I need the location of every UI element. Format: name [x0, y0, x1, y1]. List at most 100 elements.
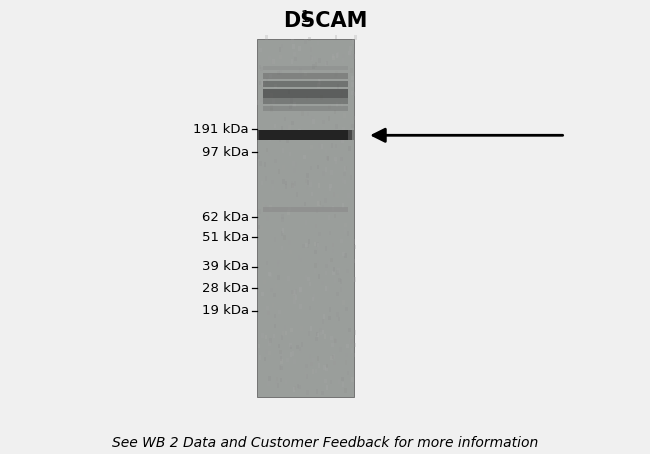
Bar — [353, 258, 356, 263]
Bar — [305, 220, 307, 225]
Bar — [342, 178, 345, 183]
Bar — [296, 192, 298, 197]
Bar — [338, 278, 341, 282]
Text: DSCAM: DSCAM — [283, 11, 367, 31]
Bar — [354, 245, 356, 249]
Bar — [281, 148, 284, 153]
Bar — [280, 356, 282, 361]
Bar — [309, 183, 311, 187]
Bar — [282, 331, 284, 336]
Bar — [292, 161, 294, 166]
Bar — [318, 59, 321, 63]
Bar — [319, 327, 322, 332]
Bar — [340, 287, 343, 291]
Bar — [306, 173, 309, 178]
Bar — [309, 354, 311, 359]
Bar — [266, 306, 269, 310]
Bar — [263, 280, 266, 284]
Bar — [268, 152, 270, 156]
Bar — [305, 179, 307, 183]
Bar — [353, 92, 355, 96]
Bar — [310, 55, 313, 59]
Bar — [342, 59, 345, 63]
Bar — [284, 326, 286, 330]
Bar — [291, 328, 293, 332]
Bar — [307, 112, 309, 116]
Bar — [289, 240, 291, 245]
Bar — [343, 113, 346, 118]
Bar — [268, 56, 270, 60]
Bar — [341, 239, 343, 243]
Bar — [345, 360, 348, 365]
Bar — [289, 345, 292, 349]
Bar — [332, 355, 334, 359]
Bar — [312, 297, 315, 301]
Bar — [308, 331, 311, 336]
Bar — [264, 163, 266, 167]
Bar — [281, 126, 283, 130]
Bar — [352, 39, 354, 44]
Bar — [263, 80, 348, 87]
Bar — [304, 39, 307, 44]
Bar — [341, 376, 344, 381]
Text: 62 kDa: 62 kDa — [202, 211, 249, 223]
Bar — [322, 205, 324, 210]
Text: 97 kDa: 97 kDa — [202, 146, 249, 158]
Bar — [307, 239, 310, 244]
Bar — [266, 148, 268, 152]
Bar — [330, 183, 332, 188]
Text: 51 kDa: 51 kDa — [202, 231, 249, 244]
Bar — [300, 326, 303, 331]
Bar — [318, 232, 321, 237]
Bar — [312, 369, 314, 374]
Bar — [324, 198, 327, 202]
Bar — [275, 73, 278, 77]
Bar — [343, 127, 344, 132]
Bar — [298, 255, 300, 260]
Bar — [353, 116, 356, 120]
Bar — [342, 130, 345, 135]
Bar — [294, 289, 297, 294]
Bar — [282, 165, 285, 170]
Bar — [277, 262, 280, 266]
Bar — [257, 100, 260, 105]
Bar — [306, 374, 308, 379]
Bar — [322, 330, 324, 334]
Bar — [268, 376, 270, 381]
Bar — [274, 84, 277, 88]
Bar — [272, 59, 275, 64]
Bar — [335, 339, 337, 344]
Bar — [270, 105, 273, 109]
Bar — [339, 347, 342, 351]
Bar — [317, 202, 320, 206]
Bar — [280, 360, 283, 364]
Text: 191 kDa: 191 kDa — [193, 123, 249, 136]
Bar — [272, 186, 274, 191]
Bar — [324, 62, 327, 66]
Bar — [327, 134, 330, 139]
Bar — [288, 90, 291, 94]
Bar — [336, 291, 339, 296]
Bar — [346, 81, 349, 85]
Bar — [261, 98, 263, 102]
Bar — [328, 104, 331, 109]
Bar — [278, 275, 280, 280]
Bar — [318, 201, 321, 205]
Bar — [330, 258, 333, 262]
Bar — [278, 344, 280, 348]
Bar — [265, 177, 267, 181]
Bar — [276, 380, 278, 384]
Bar — [268, 311, 270, 316]
Bar — [277, 71, 280, 75]
Bar — [330, 380, 332, 384]
Bar — [269, 338, 272, 343]
Bar — [350, 68, 353, 73]
Bar — [306, 390, 309, 395]
Bar — [353, 277, 356, 281]
Bar — [309, 282, 311, 286]
Bar — [345, 307, 348, 311]
Bar — [328, 215, 330, 220]
Bar — [318, 79, 320, 84]
Bar — [265, 205, 267, 209]
Bar — [268, 137, 271, 142]
